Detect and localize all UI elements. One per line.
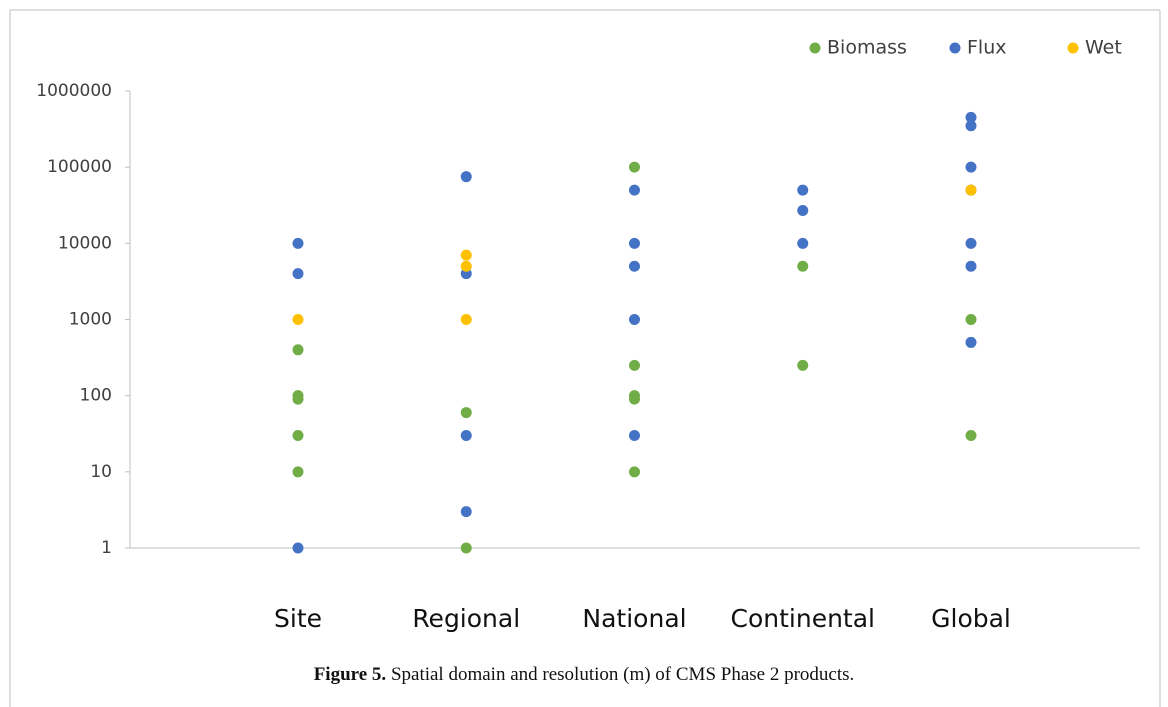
point [797, 237, 809, 249]
caption-label: Figure 5. [314, 664, 386, 685]
point [460, 314, 472, 325]
y-tick-label: 10000 [58, 233, 112, 253]
point [797, 204, 809, 216]
point [292, 314, 304, 325]
y-tick-label: 1000 [69, 310, 112, 330]
legend-label: Wet [1085, 37, 1122, 59]
caption-text: Spatial domain and resolution (m) of CMS… [386, 664, 854, 685]
point [965, 111, 977, 123]
point [797, 359, 809, 371]
point [460, 506, 472, 518]
point [292, 237, 304, 249]
point [460, 542, 472, 554]
point [460, 260, 472, 272]
point [965, 237, 977, 249]
legend-swatch [949, 42, 961, 54]
point [965, 161, 977, 173]
x-tick-label: National [582, 604, 686, 633]
point [965, 184, 977, 196]
point [629, 260, 640, 272]
point [797, 260, 809, 272]
y-tick-label: 100 [80, 386, 112, 406]
point [292, 429, 304, 441]
point [965, 260, 977, 272]
legend-label: Biomass [827, 37, 907, 59]
point [292, 344, 304, 356]
point [292, 542, 304, 554]
point [292, 268, 304, 280]
point [965, 336, 977, 348]
point [797, 184, 809, 196]
point [965, 429, 977, 441]
point [629, 429, 640, 441]
point [629, 466, 640, 478]
point [629, 237, 640, 249]
point [292, 393, 304, 405]
point [460, 249, 472, 261]
legend-label: Flux [967, 37, 1007, 59]
x-tick-label: Regional [412, 604, 520, 633]
caption: Figure 5. Spatial domain and resolution … [314, 664, 855, 685]
point [965, 314, 977, 325]
x-tick-label: Global [931, 604, 1011, 633]
x-tick-label: Site [274, 604, 322, 633]
point [965, 120, 977, 132]
legend-swatch [1067, 42, 1079, 54]
point [629, 359, 640, 371]
point [629, 161, 640, 173]
x-tick-label: Continental [731, 604, 875, 633]
point [629, 184, 640, 196]
point [292, 466, 304, 478]
point [629, 314, 640, 325]
y-tick-label: 100000 [47, 157, 112, 177]
point [460, 429, 472, 441]
legend-swatch [809, 42, 821, 54]
point [629, 393, 640, 405]
point [460, 407, 472, 419]
y-tick-label: 10 [90, 462, 112, 482]
y-tick-label: 1000000 [36, 81, 112, 101]
point [460, 171, 472, 183]
y-tick-label: 1 [101, 538, 112, 558]
